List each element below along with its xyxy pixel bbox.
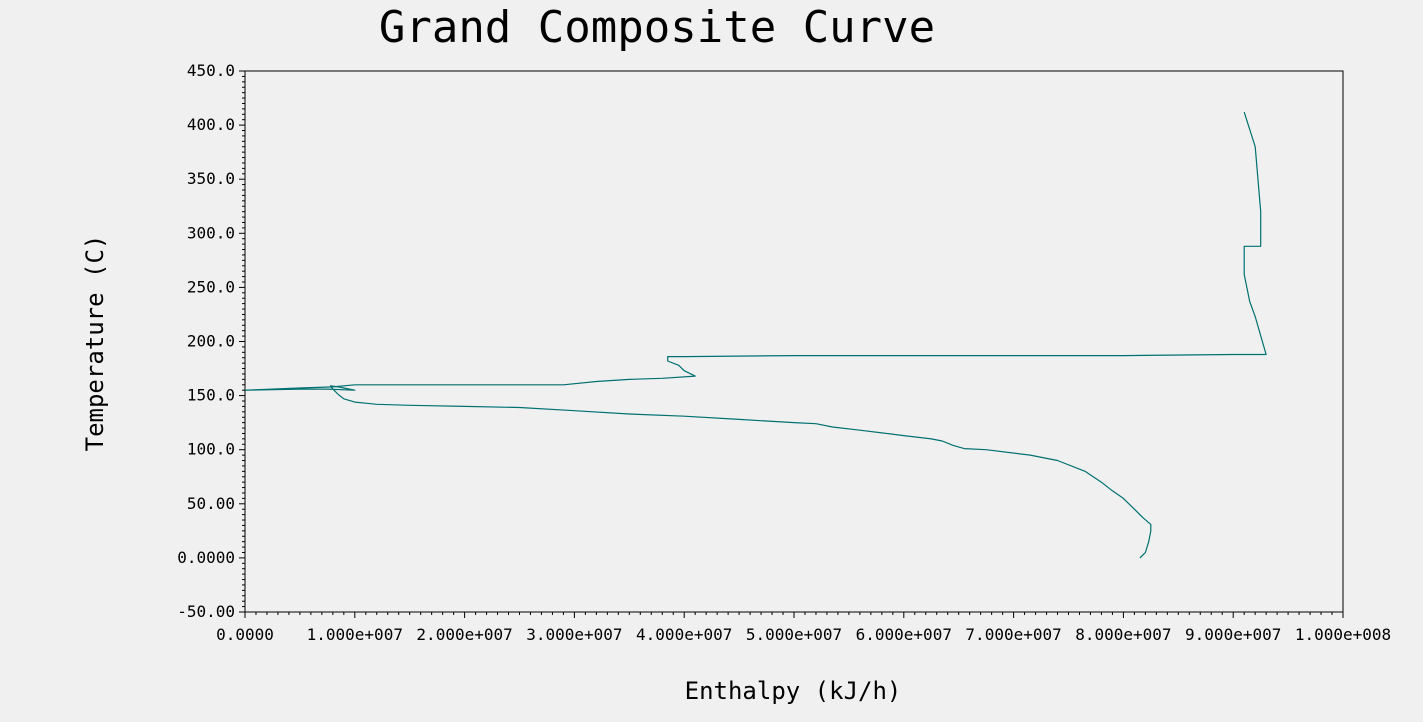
y-tick-label: 250.0: [187, 277, 235, 296]
y-tick-label: 150.0: [187, 386, 235, 405]
chart-title: Grand Composite Curve: [379, 2, 935, 53]
x-tick-label: 3.000e+007: [526, 625, 622, 644]
y-tick-label: 350.0: [187, 169, 235, 188]
y-tick-label: 100.0: [187, 440, 235, 459]
y-tick-label: 300.0: [187, 223, 235, 242]
y-tick-label: 50.00: [187, 494, 235, 513]
y-tick-label: 0.0000: [177, 548, 235, 567]
x-tick-label: 1.000e+008: [1295, 625, 1391, 644]
x-tick-label: 0.0000: [216, 625, 274, 644]
series-line-lower: [244, 385, 1152, 559]
x-tick-label: 2.000e+007: [416, 625, 512, 644]
y-tick-label: 400.0: [187, 115, 235, 134]
series-line-upper: [244, 111, 1267, 391]
x-tick-label: 8.000e+007: [1075, 625, 1171, 644]
y-tick-label: -50.00: [177, 602, 235, 621]
axis-ticks: [239, 70, 1344, 618]
y-axis-label: Temperature (C): [81, 235, 109, 452]
x-tick-label: 7.000e+007: [965, 625, 1061, 644]
y-tick-label: 450.0: [187, 61, 235, 80]
x-tick-label: 6.000e+007: [856, 625, 952, 644]
plot-frame: [244, 70, 1344, 613]
x-tick-label: 4.000e+007: [636, 625, 732, 644]
tick-labels: -50.00 0.0000 50.00 100.0 150.0 200.0 250.0 300…: [177, 61, 1391, 644]
x-tick-label: 9.000e+007: [1185, 625, 1281, 644]
y-tick-label: 200.0: [187, 332, 235, 351]
x-tick-label: 5.000e+007: [746, 625, 842, 644]
x-tick-label: 1.000e+007: [307, 625, 403, 644]
x-axis-label: Enthalpy (kJ/h): [685, 677, 902, 705]
series-layer: [244, 111, 1267, 559]
